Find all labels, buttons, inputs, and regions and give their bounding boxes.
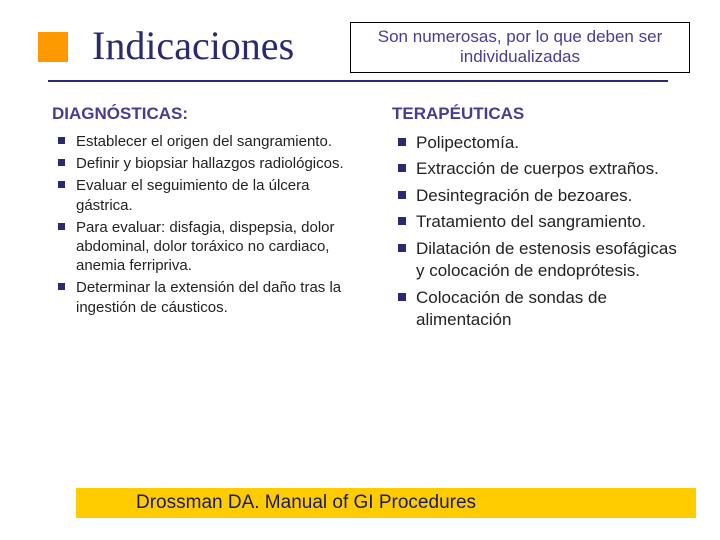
slide-title: Indicaciones (92, 22, 294, 69)
list-item: Evaluar el seguimiento de la úlcera gást… (76, 176, 352, 214)
list-item: Definir y biopsiar hallazgos radiológico… (76, 154, 352, 173)
left-heading: DIAGNÓSTICAS: (52, 104, 352, 124)
right-heading: TERAPÉUTICAS (392, 104, 680, 124)
left-list: Establecer el origen del sangramiento. D… (52, 132, 352, 317)
right-list: Polipectomía. Extracción de cuerpos extr… (392, 132, 680, 332)
list-item: Determinar la extensión del daño tras la… (76, 278, 352, 316)
list-item: Colocación de sondas de alimentación (416, 287, 680, 332)
footer-citation: Drossman DA. Manual of GI Procedures (76, 488, 696, 518)
list-item: Establecer el origen del sangramiento. (76, 132, 352, 151)
accent-square (38, 32, 68, 62)
list-item: Extracción de cuerpos extraños. (416, 158, 680, 180)
content-columns: DIAGNÓSTICAS: Establecer el origen del s… (52, 104, 692, 336)
list-item: Polipectomía. (416, 132, 680, 154)
list-item: Dilatación de estenosis esofágicas y col… (416, 238, 680, 283)
title-underline (48, 80, 668, 82)
right-column: TERAPÉUTICAS Polipectomía. Extracción de… (380, 104, 680, 336)
list-item: Para evaluar: disfagia, dispepsia, dolor… (76, 218, 352, 276)
note-box: Son numerosas, por lo que deben ser indi… (350, 22, 690, 73)
list-item: Desintegración de bezoares. (416, 185, 680, 207)
list-item: Tratamiento del sangramiento. (416, 211, 680, 233)
left-column: DIAGNÓSTICAS: Establecer el origen del s… (52, 104, 352, 336)
